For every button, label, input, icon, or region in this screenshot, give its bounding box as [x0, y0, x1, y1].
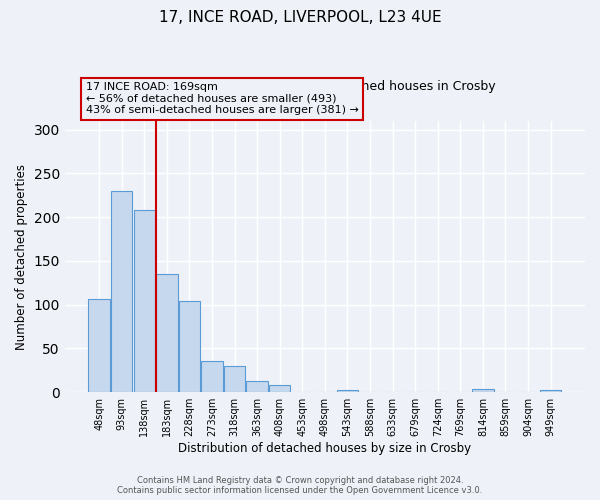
- Bar: [88, 298, 110, 392]
- Bar: [269, 385, 290, 392]
- Bar: [134, 210, 155, 392]
- Bar: [472, 388, 494, 392]
- Bar: [202, 360, 223, 392]
- Bar: [247, 381, 268, 392]
- Text: 17 INCE ROAD: 169sqm
← 56% of detached houses are smaller (493)
43% of semi-deta: 17 INCE ROAD: 169sqm ← 56% of detached h…: [86, 82, 358, 116]
- Text: 17, INCE ROAD, LIVERPOOL, L23 4UE: 17, INCE ROAD, LIVERPOOL, L23 4UE: [158, 10, 442, 25]
- Bar: [540, 390, 562, 392]
- Y-axis label: Number of detached properties: Number of detached properties: [15, 164, 28, 350]
- X-axis label: Distribution of detached houses by size in Crosby: Distribution of detached houses by size …: [178, 442, 472, 455]
- Bar: [156, 274, 178, 392]
- Bar: [111, 191, 133, 392]
- Text: Contains HM Land Registry data © Crown copyright and database right 2024.
Contai: Contains HM Land Registry data © Crown c…: [118, 476, 482, 495]
- Bar: [224, 366, 245, 392]
- Bar: [337, 390, 358, 392]
- Title: Size of property relative to detached houses in Crosby: Size of property relative to detached ho…: [155, 80, 495, 94]
- Bar: [179, 301, 200, 392]
